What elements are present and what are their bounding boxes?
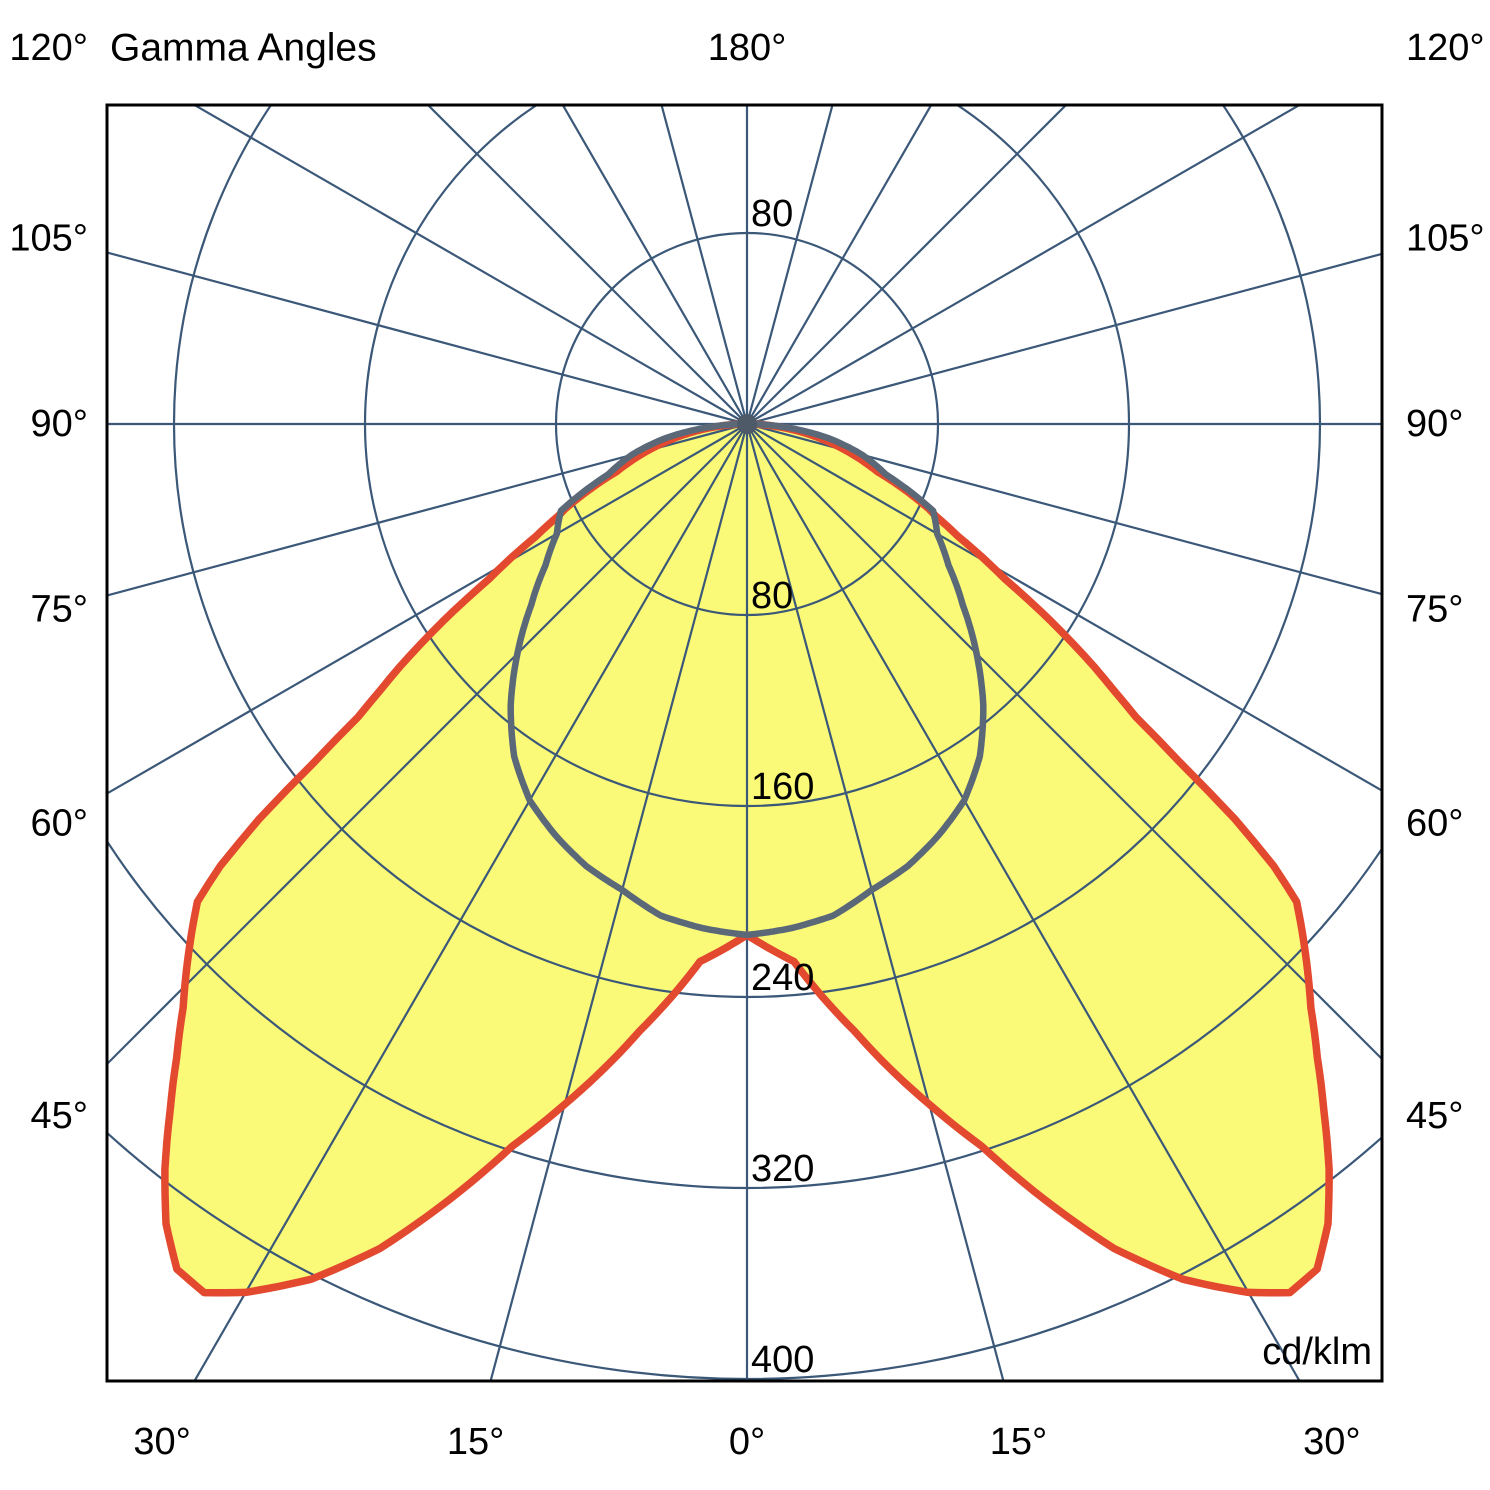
grid-ray-195 — [660, 105, 749, 425]
angle-label-bottom-3: 15° — [990, 1421, 1047, 1463]
angle-label-left-75: 75° — [31, 588, 88, 630]
grid-ray-75 — [746, 422, 1382, 596]
grid-ray-105 — [746, 252, 1382, 426]
grid-ray-150 — [746, 105, 933, 425]
units-label: cd/klm — [1262, 1331, 1372, 1373]
angle-label-bottom-1: 15° — [447, 1421, 504, 1463]
grid-ray-225 — [426, 105, 748, 425]
grid-ray-285 — [107, 422, 748, 597]
curve-c90-c270 — [507, 420, 987, 939]
radial-tick-label-320: 320 — [751, 1148, 814, 1190]
angle-label-right-105: 105° — [1406, 218, 1485, 260]
angle-label-right-90: 90° — [1406, 403, 1463, 445]
chart-title: Gamma Angles — [110, 27, 377, 70]
angle-label-bottom-4: 30° — [1303, 1421, 1360, 1463]
grid-ray-15 — [745, 423, 1005, 1381]
angle-label-right-120: 120° — [1406, 27, 1485, 69]
angle-label-right-60: 60° — [1406, 803, 1463, 845]
grid-ray-255 — [107, 251, 748, 426]
grid-ray-345 — [489, 423, 749, 1381]
angle-label-bottom-2: 0° — [729, 1421, 765, 1463]
grid-ray-210 — [561, 105, 748, 425]
radial-tick-label-160: 160 — [751, 766, 814, 808]
grid-ray-135 — [746, 105, 1068, 425]
grid-ray-240 — [192, 105, 748, 425]
top-angle-label: 180° — [708, 27, 787, 69]
angle-label-left-45: 45° — [31, 1095, 88, 1137]
angle-label-right-45: 45° — [1406, 1095, 1463, 1137]
angle-label-left-60: 60° — [31, 803, 88, 845]
angle-label-left-105: 105° — [9, 218, 88, 260]
angle-label-bottom-0: 30° — [133, 1421, 190, 1463]
polar-center-dot — [737, 414, 757, 434]
angle-label-left-120: 120° — [9, 27, 88, 69]
grid-ray-30 — [746, 423, 1301, 1381]
radial-tick-label-top-80: 80 — [751, 193, 793, 235]
radial-tick-label-80: 80 — [751, 575, 793, 617]
radial-tick-label-240: 240 — [751, 957, 814, 999]
angle-label-right-75: 75° — [1406, 588, 1463, 630]
radial-tick-label-400: 400 — [751, 1339, 814, 1381]
plot-frame — [105, 103, 1384, 1383]
grid-ray-315 — [107, 423, 748, 1066]
grid-ray-330 — [193, 423, 748, 1381]
grid-ray-45 — [746, 423, 1382, 1061]
grid-ray-120 — [746, 105, 1302, 425]
grid-ray-165 — [745, 105, 834, 425]
angle-label-left-90: 90° — [31, 403, 88, 445]
